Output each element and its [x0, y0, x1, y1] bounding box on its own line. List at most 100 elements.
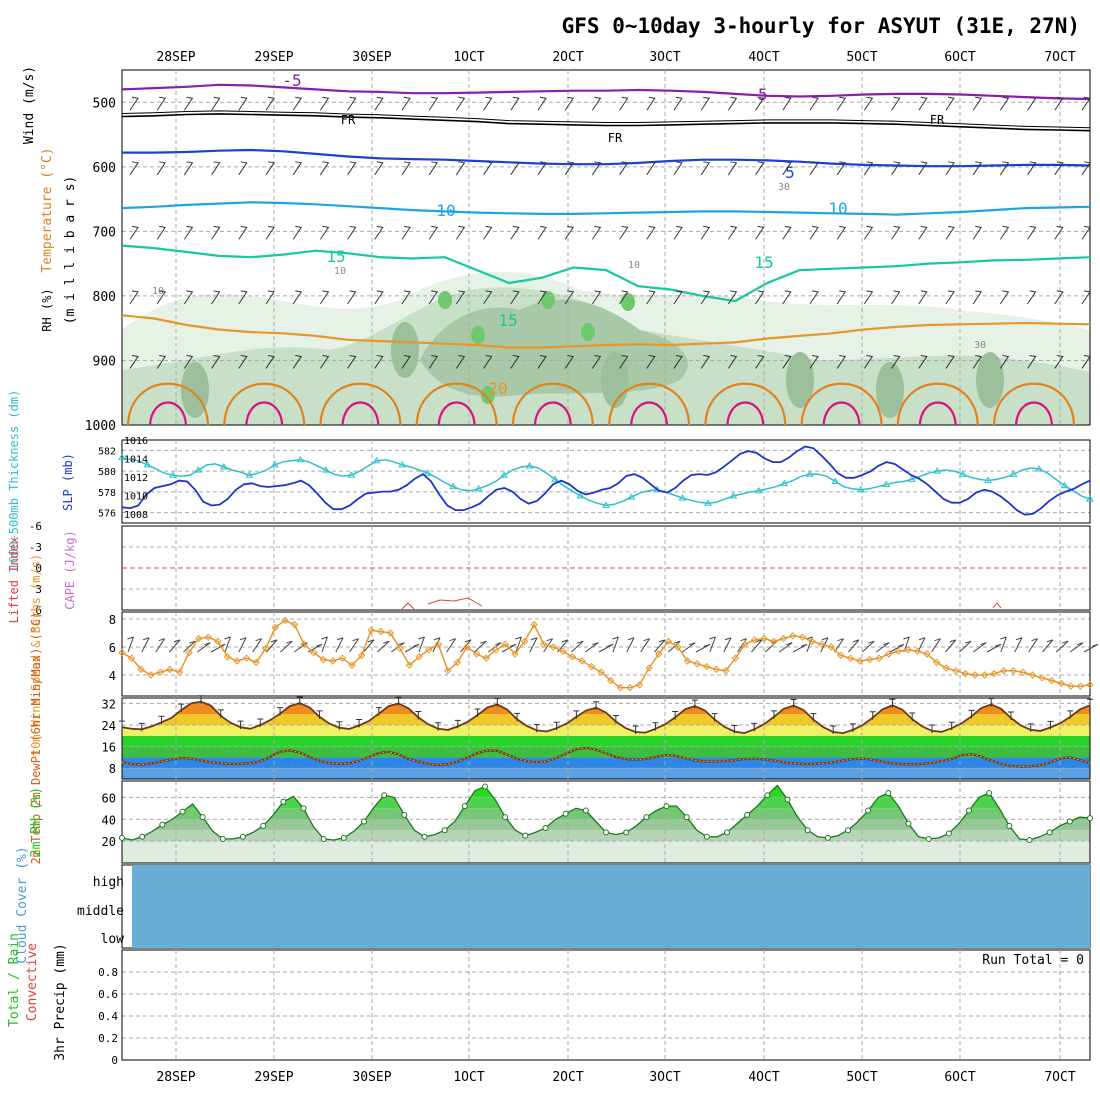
rh-tick-label: 60 — [102, 791, 116, 805]
upper-wind-barb — [374, 290, 384, 305]
wind-speed-marker — [568, 653, 577, 661]
upper-wind-barb — [183, 96, 194, 111]
upper-wind-barb — [537, 290, 547, 305]
rh-marker — [966, 807, 972, 814]
wind-speed-marker — [655, 650, 663, 658]
upper-wind-barb — [782, 354, 792, 369]
cloud-tick-label: middle — [77, 904, 124, 919]
thickness-marker — [372, 456, 381, 464]
thickness-marker — [347, 471, 356, 478]
upper-wind-barb — [238, 354, 248, 369]
wind-barb — [474, 640, 487, 653]
wind-barb-flag — [724, 637, 732, 641]
wind-speed-marker — [482, 654, 490, 662]
upper-wind-barb — [374, 96, 384, 111]
wind-speed-marker — [904, 646, 912, 654]
upper-wind-barb — [510, 96, 520, 111]
upper-wind-barb — [564, 161, 575, 176]
wind-speed-marker — [281, 616, 289, 625]
cloud-cover-panel: high middle low Cloud Cover (%) — [15, 846, 1091, 964]
upper-wind-barb — [673, 290, 683, 305]
precip-tick-label: 0.6 — [98, 988, 118, 1001]
upper-wind-barb — [1027, 225, 1037, 240]
rh-marker — [1046, 829, 1053, 836]
rh-marker — [260, 822, 267, 829]
wind-barb-flag — [352, 638, 359, 642]
date-label-top: 6OCT — [944, 50, 975, 65]
upper-wind-barb — [183, 354, 194, 369]
upper-wind-barb — [700, 354, 711, 369]
wind-barb-flag — [321, 636, 328, 640]
temp-contour-25-loop — [918, 401, 957, 426]
upper-wind-barb — [455, 96, 466, 111]
wind-tick-label: 8 — [109, 613, 116, 627]
rh-axis-label: RH (%) — [40, 288, 54, 331]
upper-wind-barb — [238, 290, 248, 305]
rh-shade-core — [391, 322, 419, 378]
rh-marker — [905, 820, 912, 827]
wind-speed-marker — [578, 657, 586, 665]
wind-speed-marker — [262, 644, 270, 653]
temp-contour-20-loop — [511, 382, 594, 426]
wind-speed-marker — [731, 654, 740, 662]
wind-barb-flag — [755, 639, 763, 643]
upper-wind-barb — [727, 225, 738, 240]
upper-wind-barb — [265, 354, 275, 369]
thickness-marker — [474, 484, 483, 492]
li-tick-label: 3 — [35, 583, 42, 596]
rh-marker — [1026, 837, 1033, 844]
temp-minmax-bar — [198, 695, 205, 704]
contour-line-black — [121, 113, 1091, 132]
wind-barb — [1028, 638, 1038, 653]
upper-wind-barb — [292, 225, 303, 240]
wind-speed-marker — [990, 669, 998, 678]
temp-minmax-bar — [356, 719, 363, 728]
temp-minmax-bar — [237, 720, 244, 730]
rh-tick-label: 20 — [102, 835, 116, 849]
upper-wind-barb — [211, 96, 221, 111]
wind-barb — [349, 638, 359, 653]
thickness-marker — [321, 466, 330, 473]
wind-barb — [141, 637, 150, 653]
precip-tick-label: 0.8 — [98, 966, 118, 979]
date-label-bottom: 29SEP — [254, 1070, 293, 1085]
upper-wind-barb — [183, 290, 194, 305]
upper-wind-barb — [265, 161, 275, 176]
wind-barb — [654, 639, 666, 653]
wind-barb-flag — [592, 642, 599, 646]
temp-band — [122, 757, 1090, 769]
rh-marker — [461, 803, 468, 810]
wind-barb-flag — [606, 643, 614, 647]
upper-wind-barb — [211, 161, 221, 176]
wind-speed-marker — [252, 658, 260, 667]
wind-speed-marker — [885, 650, 893, 658]
contour-label-purple: -5 — [282, 71, 301, 90]
wind-speed-marker — [214, 637, 222, 646]
contour-line-teal — [121, 244, 1091, 303]
wind-barb-flag — [127, 636, 134, 640]
wind-barb-flag — [367, 639, 375, 643]
upper-wind-barb — [374, 354, 384, 369]
temp-band — [122, 725, 1090, 736]
rh-floor-band — [122, 841, 1090, 863]
rh-marker — [582, 807, 589, 814]
upper-wind-barb — [891, 161, 901, 176]
date-label-top: 1OCT — [453, 50, 484, 65]
wind-barb — [626, 637, 635, 653]
wind-speed-marker — [329, 657, 337, 665]
upper-wind-barb — [129, 161, 139, 176]
convective-axis-label: Convective — [25, 943, 40, 1021]
thickness-tick-label: 580 — [98, 467, 116, 478]
rh-marker — [804, 827, 811, 834]
wind-speed-marker — [434, 640, 442, 648]
thickness-marker — [143, 460, 152, 468]
upper-wind-barb — [863, 161, 874, 176]
upper-wind-barb — [891, 290, 901, 305]
upper-wind-barb — [999, 161, 1010, 176]
wind-barb — [1014, 637, 1023, 653]
upper-wind-barb — [347, 225, 357, 240]
temp-contour-25-loop — [437, 401, 476, 426]
upper-wind-barb — [401, 96, 411, 111]
wind-barb-flag — [433, 637, 441, 641]
rh-shade-high — [581, 323, 595, 341]
